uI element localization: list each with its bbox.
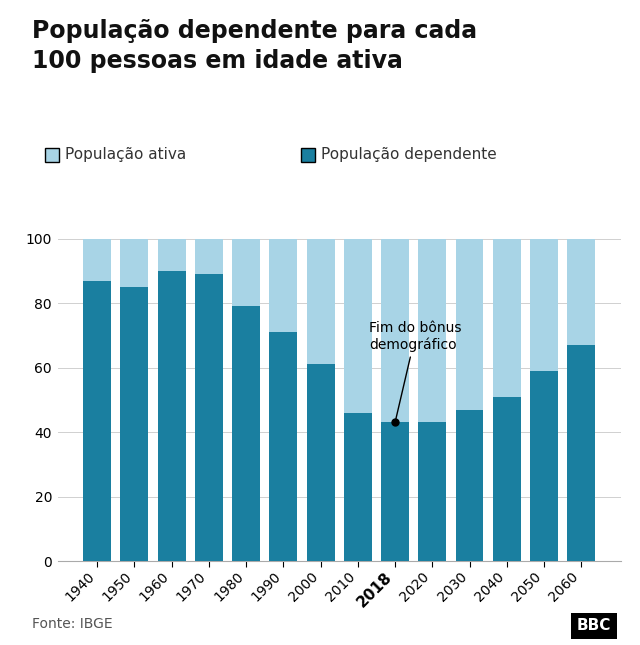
Bar — [120, 287, 148, 561]
Text: População dependente para cada
100 pessoas em idade ativa: População dependente para cada 100 pesso… — [32, 19, 477, 73]
Bar — [269, 332, 298, 561]
Bar — [567, 345, 595, 561]
Bar — [120, 239, 148, 287]
Bar — [83, 281, 111, 561]
Bar — [195, 274, 223, 561]
Bar — [381, 239, 409, 422]
Bar — [344, 239, 372, 413]
Bar — [307, 239, 335, 364]
Bar — [493, 239, 521, 397]
Bar — [232, 306, 260, 561]
Bar — [530, 239, 558, 371]
Bar — [419, 422, 446, 561]
Bar — [307, 364, 335, 561]
Bar — [456, 410, 483, 561]
Text: População ativa: População ativa — [65, 147, 186, 163]
Text: BBC: BBC — [577, 619, 611, 633]
Text: Fonte: IBGE: Fonte: IBGE — [32, 617, 113, 631]
Bar — [344, 413, 372, 561]
Bar — [83, 239, 111, 281]
Bar — [567, 239, 595, 345]
Bar — [195, 239, 223, 274]
Text: Fim do bônus
demográfico: Fim do bônus demográfico — [369, 321, 461, 420]
Bar — [157, 271, 186, 561]
Bar — [381, 422, 409, 561]
Bar — [269, 239, 298, 332]
Bar — [419, 239, 446, 422]
Bar — [157, 239, 186, 271]
Text: População dependente: População dependente — [321, 147, 497, 163]
Bar — [232, 239, 260, 306]
Bar — [493, 397, 521, 561]
Bar — [530, 371, 558, 561]
Bar — [456, 239, 483, 410]
